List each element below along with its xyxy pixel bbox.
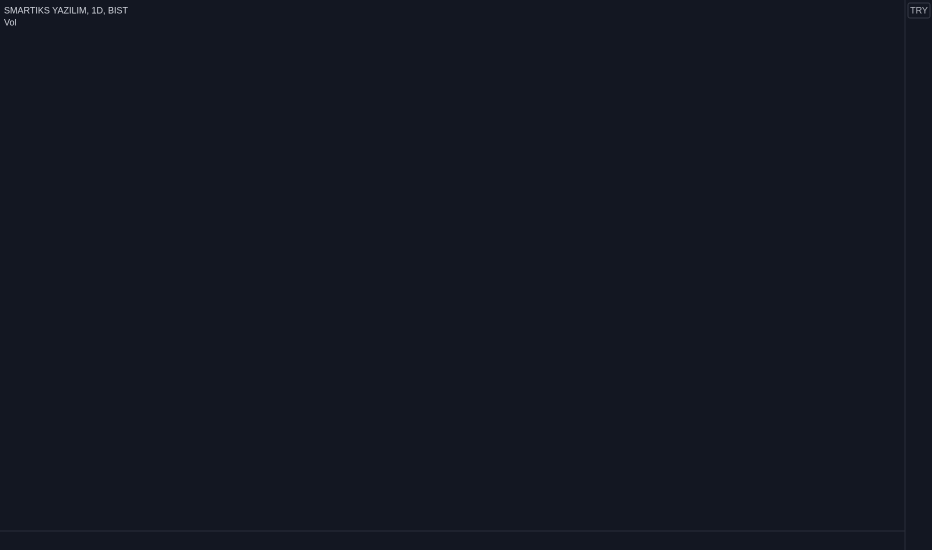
- chart-title: SMARTIKS YAZILIM, 1D, BIST: [4, 5, 129, 15]
- currency[interactable]: TRY: [910, 5, 928, 15]
- currency-box[interactable]: [907, 2, 931, 19]
- volume-label: Vol: [4, 17, 17, 27]
